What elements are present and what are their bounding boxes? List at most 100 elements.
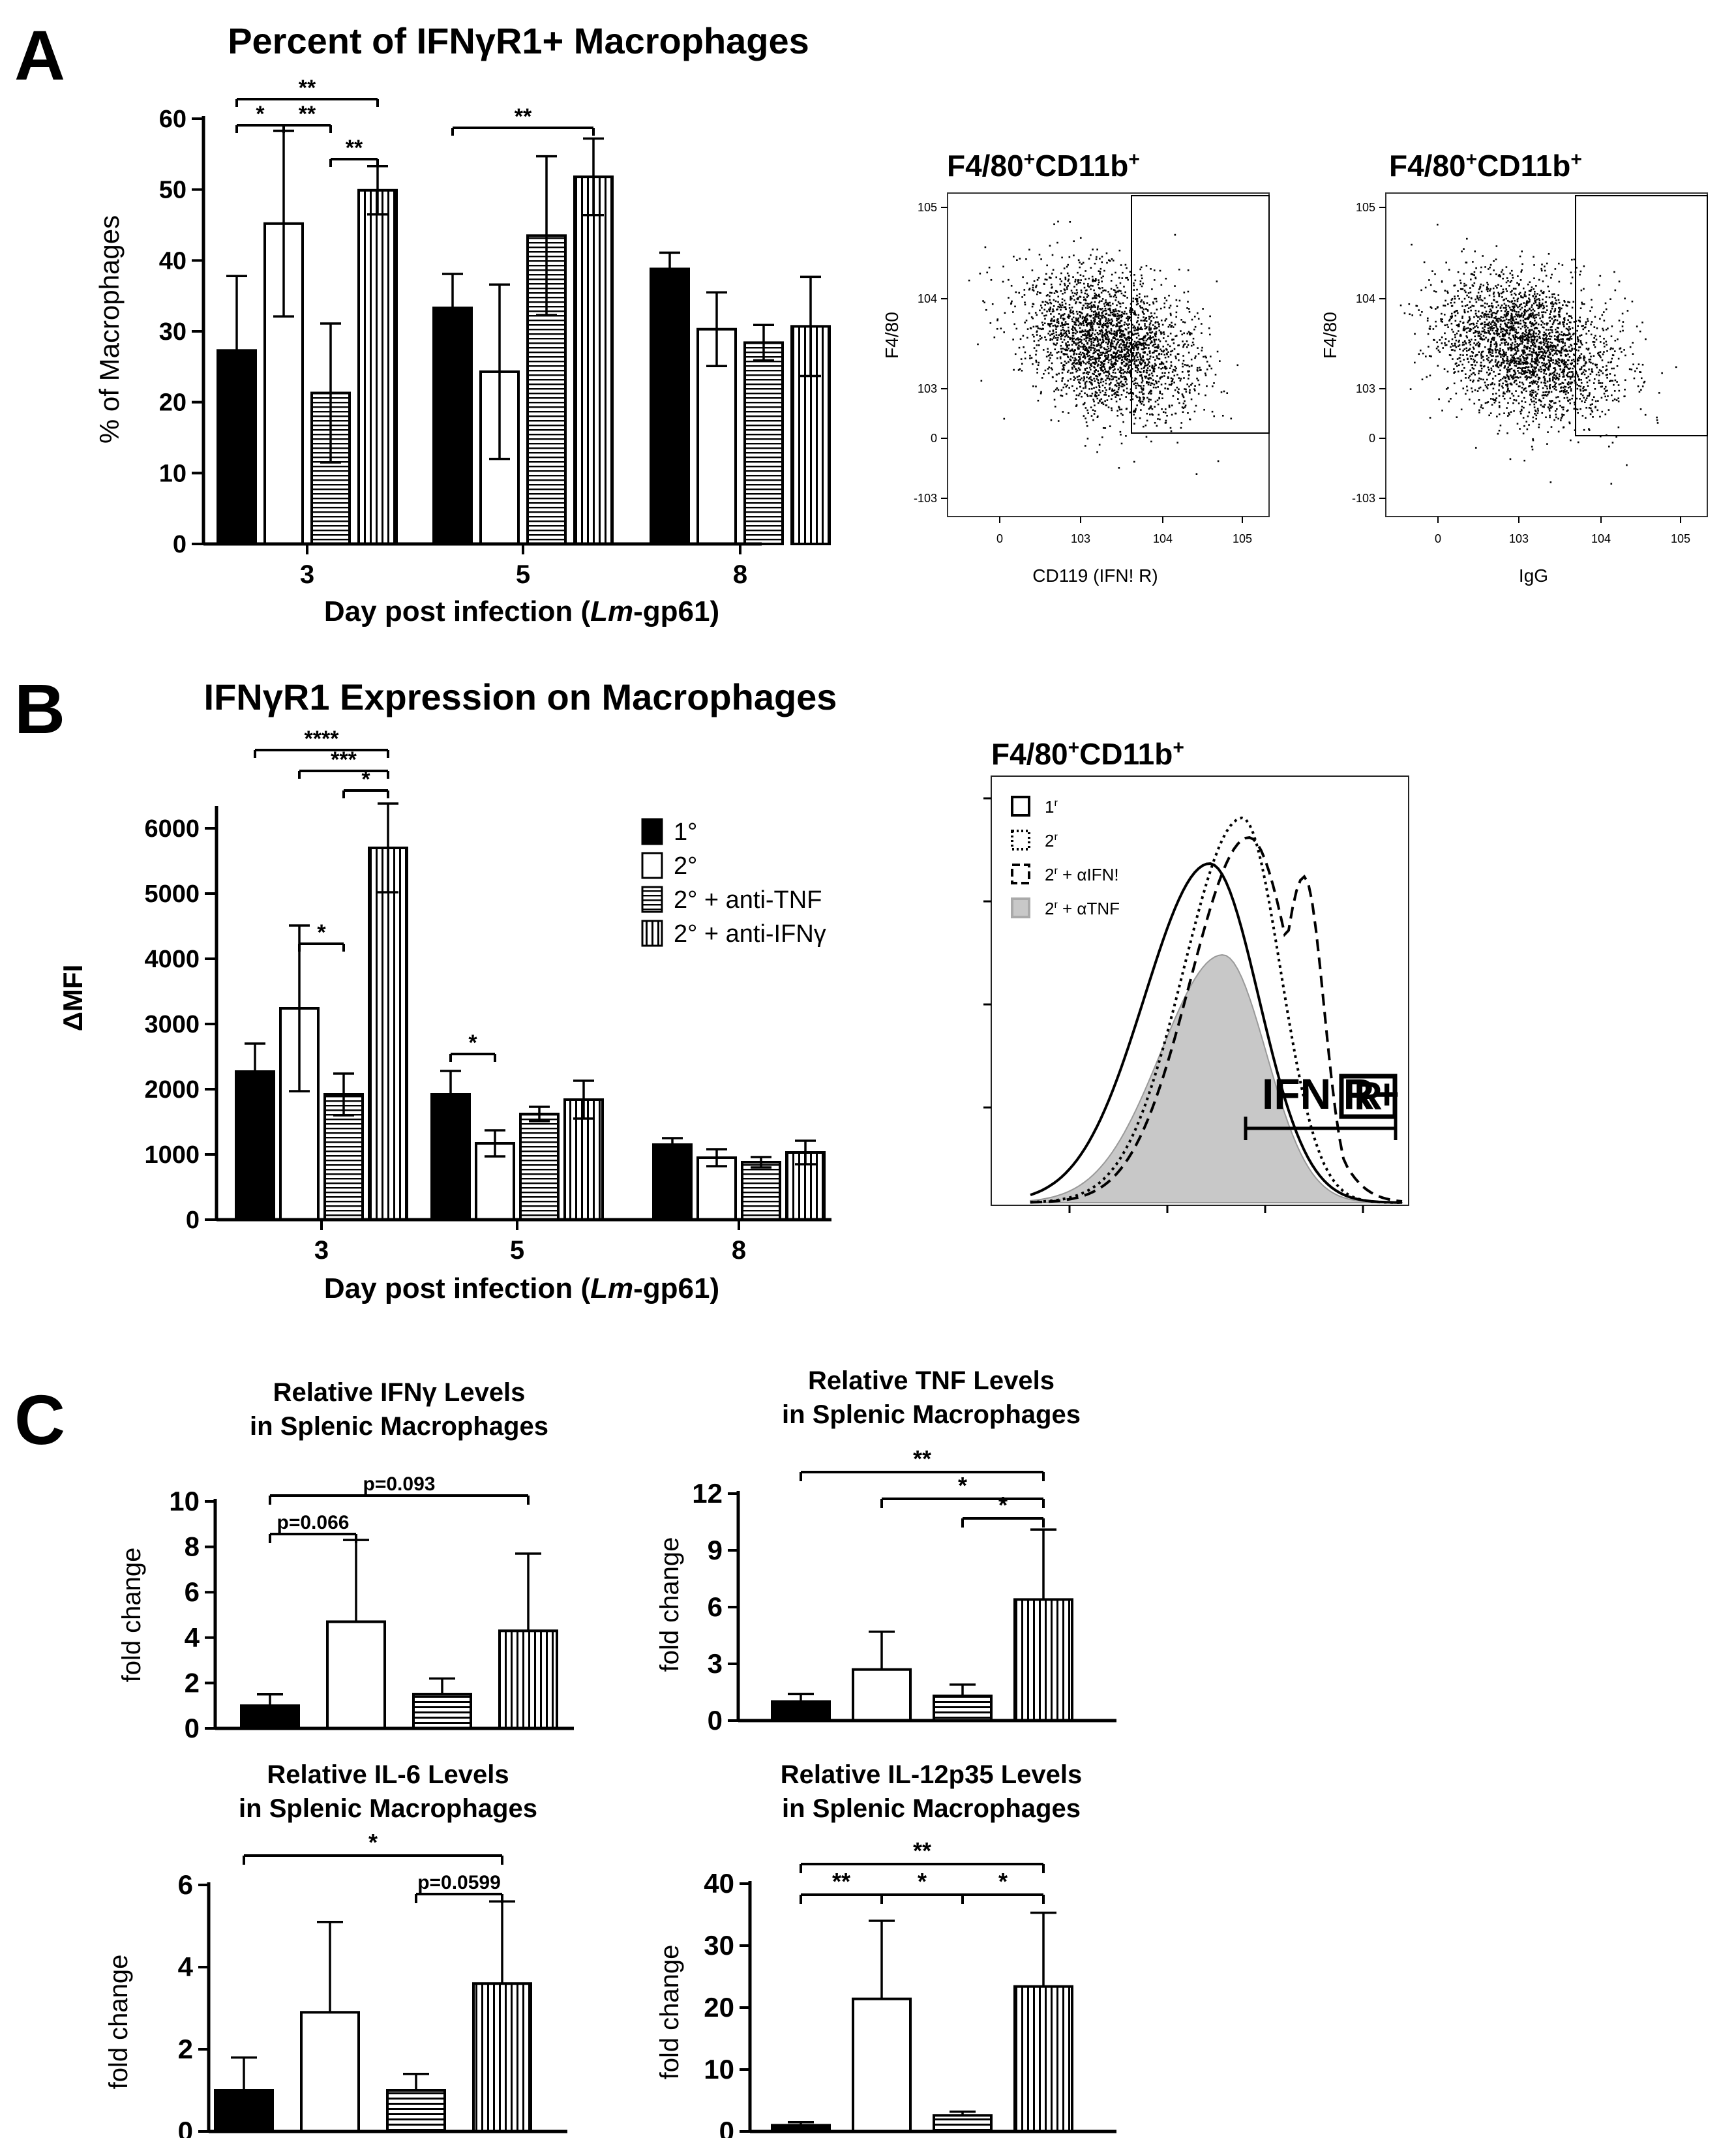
event-dot xyxy=(1203,355,1205,358)
event-dot xyxy=(1108,259,1110,262)
event-dot xyxy=(1614,350,1616,352)
event-dot xyxy=(1114,315,1116,318)
event-dot xyxy=(1443,368,1446,370)
event-dot xyxy=(1134,417,1137,419)
event-dot xyxy=(1069,358,1071,361)
event-dot xyxy=(1546,395,1548,397)
event-dot xyxy=(1046,301,1048,304)
event-dot xyxy=(1546,324,1548,326)
event-dot xyxy=(1521,406,1523,408)
event-dot xyxy=(1463,309,1466,311)
event-dot xyxy=(1014,353,1017,355)
event-dot xyxy=(1115,347,1117,349)
event-dot xyxy=(983,301,985,304)
event-dot xyxy=(1182,359,1185,362)
flow-title-part: + xyxy=(1570,149,1582,170)
event-dot xyxy=(1120,385,1122,387)
event-dot xyxy=(1562,408,1564,411)
event-dot xyxy=(1112,303,1114,305)
event-dot xyxy=(968,279,970,282)
event-dot xyxy=(1613,374,1616,376)
event-dot xyxy=(1079,338,1081,340)
event-dot xyxy=(1569,363,1572,365)
event-dot xyxy=(1537,386,1540,388)
event-dot xyxy=(1033,280,1036,282)
event-dot xyxy=(1573,401,1576,404)
significance-label: ** xyxy=(913,1445,931,1472)
event-dot xyxy=(1143,303,1145,305)
event-dot xyxy=(1090,369,1092,371)
event-dot xyxy=(1089,302,1092,305)
event-dot xyxy=(1167,343,1169,346)
event-dot xyxy=(1561,406,1563,408)
event-dot xyxy=(1465,347,1468,350)
event-dot xyxy=(1534,380,1537,382)
event-dot xyxy=(1104,335,1107,338)
event-dot xyxy=(1521,250,1523,252)
event-dot xyxy=(1064,323,1066,325)
event-dot xyxy=(1165,419,1167,422)
event-dot xyxy=(1488,268,1489,270)
event-dot xyxy=(1551,342,1553,344)
event-dot xyxy=(1526,377,1528,380)
event-dot xyxy=(1118,329,1120,331)
event-dot xyxy=(1095,278,1097,280)
event-dot xyxy=(1088,360,1090,363)
event-dot xyxy=(1548,359,1549,361)
event-dot xyxy=(1079,385,1081,388)
event-dot xyxy=(1594,400,1597,402)
event-dot xyxy=(1516,360,1518,363)
event-dot xyxy=(1083,296,1085,299)
event-dot xyxy=(1517,370,1519,372)
event-dot xyxy=(1570,350,1572,352)
event-dot xyxy=(1579,335,1581,337)
event-dot xyxy=(1055,300,1057,303)
event-dot xyxy=(1053,292,1056,294)
event-dot xyxy=(1059,304,1062,307)
event-dot xyxy=(1443,305,1444,307)
event-dot xyxy=(1167,377,1169,379)
event-dot xyxy=(1019,368,1021,370)
event-dot xyxy=(1441,321,1444,323)
significance-label: ** xyxy=(299,102,316,127)
event-dot xyxy=(1580,393,1582,395)
event-dot xyxy=(1130,308,1131,310)
event-dot xyxy=(1141,277,1143,280)
event-dot xyxy=(1172,326,1175,328)
event-dot xyxy=(1446,324,1448,326)
event-dot xyxy=(1133,310,1136,312)
event-dot xyxy=(1536,412,1539,414)
event-dot xyxy=(1075,394,1078,397)
event-dot xyxy=(1135,395,1137,397)
event-dot xyxy=(1013,369,1015,371)
event-dot xyxy=(1107,342,1109,344)
event-dot xyxy=(1040,392,1042,395)
event-dot xyxy=(1170,350,1172,353)
event-dot xyxy=(1572,367,1574,370)
event-dot xyxy=(1075,301,1077,303)
event-dot xyxy=(1088,329,1090,332)
event-dot xyxy=(1133,333,1135,336)
event-dot xyxy=(1523,397,1525,399)
event-dot xyxy=(1547,322,1549,325)
event-dot xyxy=(1056,318,1059,320)
event-dot xyxy=(1506,329,1508,331)
event-dot xyxy=(1548,351,1551,354)
event-dot xyxy=(1110,363,1113,365)
event-dot xyxy=(1592,363,1594,365)
event-dot xyxy=(1168,384,1171,386)
event-dot xyxy=(1079,369,1081,370)
event-dot xyxy=(1115,380,1118,382)
event-dot xyxy=(1610,347,1612,350)
y-tick-label: 3 xyxy=(708,1648,723,1679)
chart-title: Relative IL-6 Levels xyxy=(267,1760,509,1789)
event-dot xyxy=(1072,326,1074,329)
event-dot xyxy=(1124,381,1127,383)
event-dot xyxy=(1060,362,1062,364)
event-dot xyxy=(1130,350,1131,352)
event-dot xyxy=(1581,344,1583,346)
event-dot xyxy=(1143,347,1146,349)
event-dot xyxy=(1047,372,1050,374)
chart-ifngr1-mfi: IFNγR1 Expression on Macrophages01000200… xyxy=(57,676,837,1304)
event-dot xyxy=(1553,370,1556,373)
